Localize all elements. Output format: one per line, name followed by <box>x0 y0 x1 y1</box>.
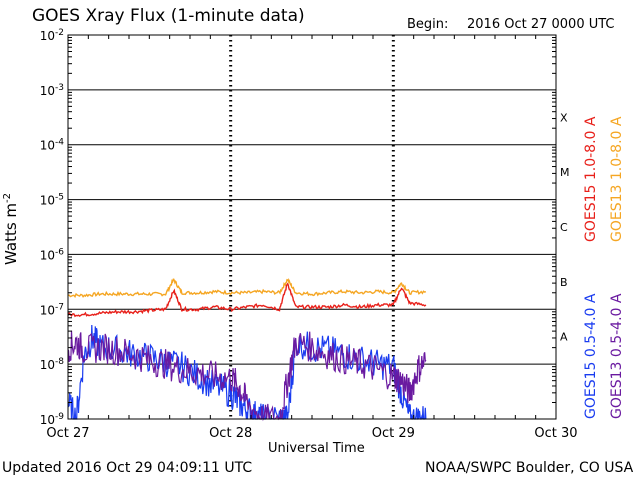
y-tick-label: 10-5 <box>40 193 64 208</box>
y-ticks: 10-2 10-3 10-4 10-5 10-6 10-7 10-8 10-9 <box>40 28 556 427</box>
y-tick-label: 10-9 <box>40 412 65 427</box>
legend-goes15-short: GOES15 0.5-4.0 A <box>583 293 599 419</box>
series-line <box>67 324 427 420</box>
begin-date: 2016 Oct 27 0000 UTC <box>467 17 615 32</box>
x-tick-label: Oct 28 <box>209 426 252 441</box>
flare-class-m: M <box>560 166 570 179</box>
x-tick-label: Oct 30 <box>534 426 577 441</box>
y-tick-label: 10-2 <box>40 28 64 43</box>
flare-class-labels: X M C B A <box>560 111 570 343</box>
flare-class-a: A <box>560 331 568 344</box>
begin-label: Begin: <box>407 17 449 32</box>
x-axis-label: Universal Time <box>268 441 365 456</box>
legend-goes15-long: GOES15 1.0-8.0 A <box>583 116 599 242</box>
x-tick-label: Oct 27 <box>46 426 89 441</box>
flare-class-c: C <box>560 221 568 234</box>
series-line <box>67 282 427 318</box>
source-credit: NOAA/SWPC Boulder, CO USA <box>425 460 634 476</box>
x-tick-label: Oct 29 <box>372 426 415 441</box>
updated-timestamp: Updated 2016 Oct 29 04:09:11 UTC <box>2 460 253 476</box>
y-tick-label: 10-7 <box>40 302 64 317</box>
series-line <box>67 278 427 299</box>
series-layer <box>67 278 427 422</box>
flare-class-b: B <box>560 276 568 289</box>
y-tick-label: 10-3 <box>40 83 64 98</box>
y-tick-label: 10-6 <box>40 247 65 262</box>
series-line <box>67 330 427 422</box>
flare-class-x: X <box>560 111 568 124</box>
legend-goes13-long: GOES13 1.0-8.0 A <box>609 116 625 242</box>
chart-title: GOES Xray Flux (1-minute data) <box>32 6 305 26</box>
y-tick-label: 10-4 <box>40 138 65 153</box>
legend-goes13-short: GOES13 0.5-4.0 A <box>609 293 625 419</box>
x-ticks: Oct 27 Oct 28 Oct 29 Oct 30 <box>46 35 578 441</box>
y-tick-label: 10-8 <box>40 357 65 372</box>
